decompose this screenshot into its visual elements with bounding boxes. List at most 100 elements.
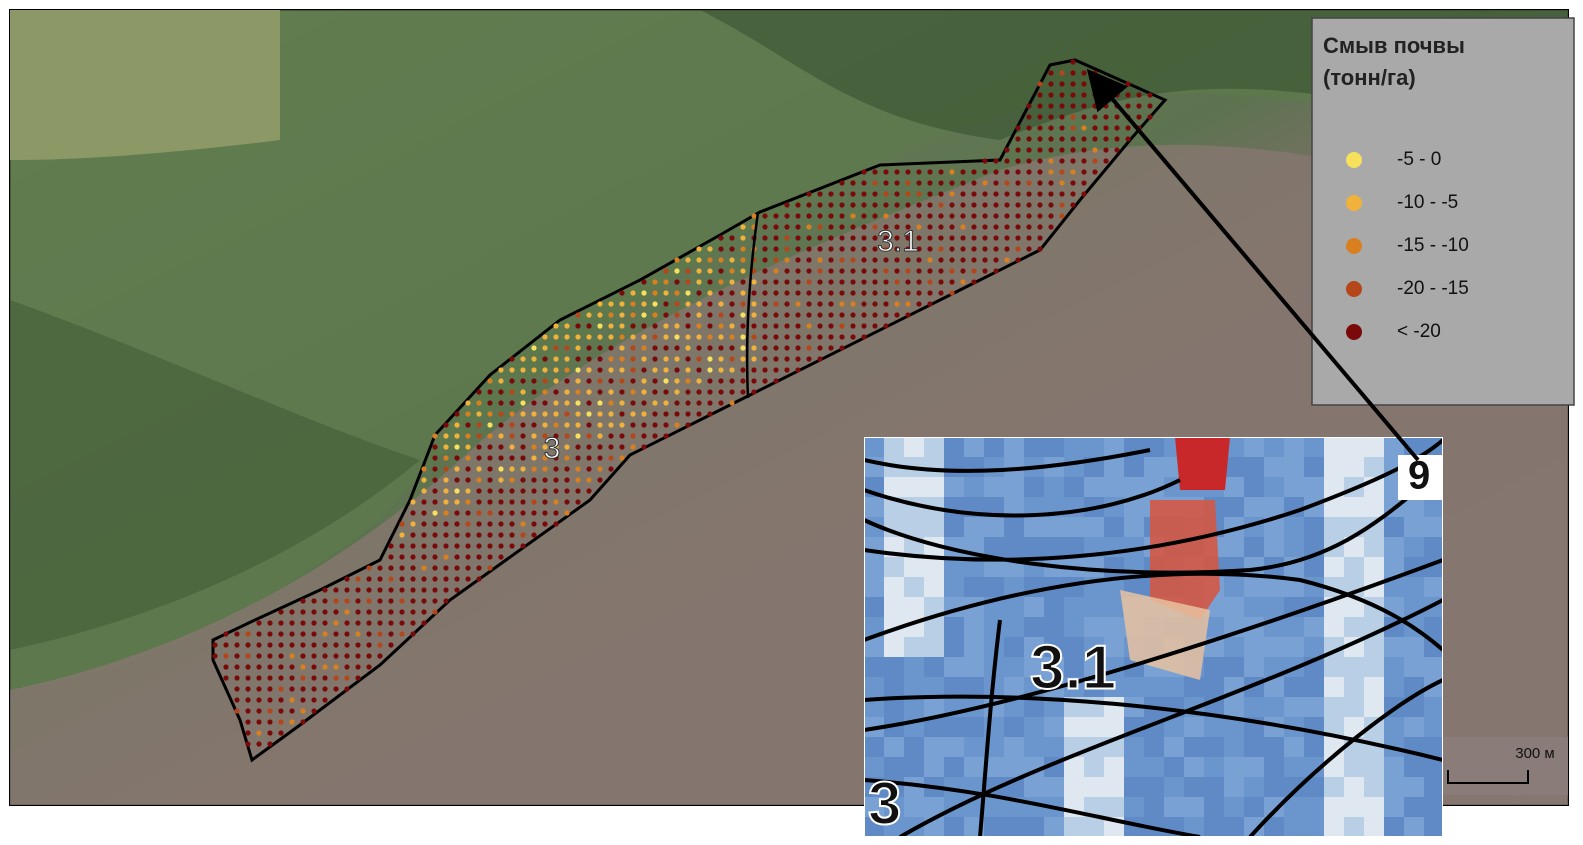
point (421, 466, 426, 471)
point (1048, 191, 1053, 196)
point (839, 202, 844, 207)
point (740, 235, 745, 240)
point (861, 180, 866, 185)
point (839, 301, 844, 306)
point (718, 389, 723, 394)
point (674, 268, 679, 273)
point (894, 257, 899, 262)
legend-swatch (1346, 238, 1362, 254)
point (861, 191, 866, 196)
point (762, 367, 767, 372)
legend-swatch (1346, 281, 1362, 297)
point (498, 499, 503, 504)
point (498, 367, 503, 372)
point (267, 697, 272, 702)
pixel (1364, 637, 1384, 657)
pixel (1004, 517, 1024, 537)
point (1026, 224, 1031, 229)
point (993, 246, 998, 251)
pixel (1124, 757, 1144, 777)
point (993, 235, 998, 240)
point (1092, 147, 1097, 152)
pixel (1024, 437, 1044, 457)
pixel (924, 437, 944, 457)
point (872, 257, 877, 262)
pixel (1264, 437, 1284, 457)
point (498, 554, 503, 559)
point (1004, 224, 1009, 229)
point (531, 400, 536, 405)
pixel (1044, 517, 1064, 537)
point (949, 279, 954, 284)
point (773, 301, 778, 306)
pixel (1124, 797, 1144, 817)
pixel (1204, 677, 1224, 697)
pixel (1044, 817, 1064, 837)
pixel (1244, 697, 1264, 717)
pixel (1324, 657, 1344, 677)
point (707, 290, 712, 295)
point (839, 345, 844, 350)
point (652, 312, 657, 317)
point (1004, 147, 1009, 152)
point (641, 400, 646, 405)
point (454, 466, 459, 471)
point (267, 642, 272, 647)
point (641, 422, 646, 427)
point (707, 279, 712, 284)
point (652, 433, 657, 438)
point (564, 455, 569, 460)
point (773, 334, 778, 339)
point (685, 334, 690, 339)
point (773, 268, 778, 273)
point (630, 400, 635, 405)
point (916, 290, 921, 295)
point (1070, 169, 1075, 174)
pixel (1024, 537, 1044, 557)
point (707, 257, 712, 262)
point (311, 609, 316, 614)
point (542, 378, 547, 383)
point (1070, 92, 1075, 97)
inset-label: 9 (1408, 454, 1430, 498)
pixel (1344, 757, 1364, 777)
pixel (1244, 537, 1264, 557)
pixel (1124, 457, 1144, 477)
point (740, 323, 745, 328)
point (487, 477, 492, 482)
point (256, 741, 261, 746)
point (663, 345, 668, 350)
point (322, 697, 327, 702)
point (531, 356, 536, 361)
point (817, 224, 822, 229)
point (289, 609, 294, 614)
pixel (1384, 677, 1404, 697)
point (916, 213, 921, 218)
point (421, 532, 426, 537)
point (1092, 169, 1097, 174)
point (311, 642, 316, 647)
point (542, 499, 547, 504)
point (267, 719, 272, 724)
point (355, 609, 360, 614)
point (751, 389, 756, 394)
point (1048, 224, 1053, 229)
point (575, 323, 580, 328)
point (861, 279, 866, 284)
point (366, 664, 371, 669)
point (344, 653, 349, 658)
point (1015, 224, 1020, 229)
point (564, 433, 569, 438)
point (982, 191, 987, 196)
point (1081, 114, 1086, 119)
point (300, 708, 305, 713)
point (1004, 202, 1009, 207)
point (333, 609, 338, 614)
point (542, 422, 547, 427)
point (256, 620, 261, 625)
point (861, 268, 866, 273)
point (630, 312, 635, 317)
point (883, 213, 888, 218)
point (949, 191, 954, 196)
point (718, 367, 723, 372)
